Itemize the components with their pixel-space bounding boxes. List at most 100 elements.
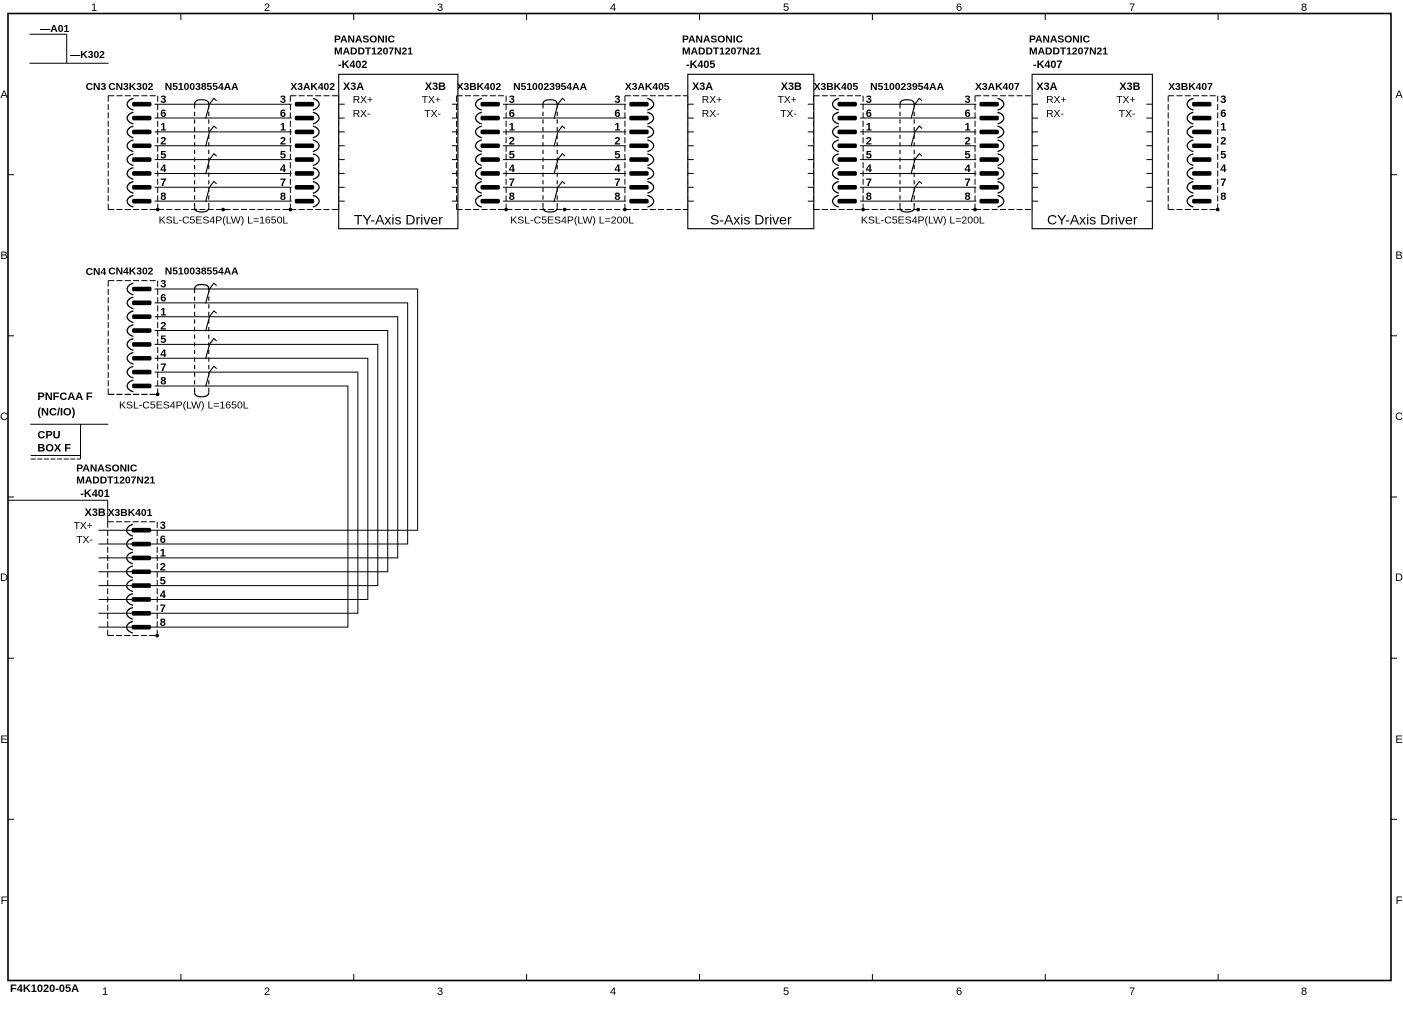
svg-text:TX-: TX- — [424, 109, 441, 120]
svg-text:3: 3 — [437, 986, 443, 998]
svg-text:F4K1020-05A: F4K1020-05A — [10, 983, 79, 995]
svg-text:X3B: X3B — [85, 507, 106, 519]
svg-text:BOX F: BOX F — [37, 442, 71, 454]
svg-text:8: 8 — [1301, 2, 1307, 14]
svg-text:MADDT1207N21: MADDT1207N21 — [334, 46, 413, 57]
svg-text:2: 2 — [264, 986, 270, 998]
svg-text:7: 7 — [1129, 986, 1135, 998]
svg-text:RX-: RX- — [702, 109, 720, 120]
svg-text:D: D — [0, 572, 8, 584]
svg-text:TX-: TX- — [780, 109, 797, 120]
svg-text:3: 3 — [437, 2, 443, 14]
svg-text:A: A — [0, 89, 8, 101]
svg-text:7: 7 — [160, 603, 166, 615]
svg-text:F: F — [1, 895, 8, 907]
svg-text:2: 2 — [264, 2, 270, 14]
svg-text:4: 4 — [1220, 163, 1227, 175]
svg-text:X3B: X3B — [425, 81, 446, 93]
svg-text:B: B — [0, 250, 7, 262]
svg-text:TX+: TX+ — [1116, 95, 1135, 106]
svg-text:X3B: X3B — [1119, 81, 1140, 93]
svg-text:-K401: -K401 — [80, 488, 109, 500]
svg-text:RX-: RX- — [353, 109, 371, 120]
svg-text:X3A: X3A — [1036, 81, 1057, 93]
svg-text:CN3K302: CN3K302 — [108, 82, 153, 93]
svg-text:C: C — [1395, 411, 1403, 423]
svg-text:8: 8 — [160, 617, 166, 629]
svg-text:X3BK402: X3BK402 — [457, 82, 502, 93]
svg-text:B: B — [1395, 250, 1402, 262]
svg-text:RX-: RX- — [1046, 109, 1064, 120]
svg-text:PANASONIC: PANASONIC — [1029, 34, 1091, 45]
svg-text:N510038554AA: N510038554AA — [165, 267, 239, 278]
svg-text:MADDT1207N21: MADDT1207N21 — [682, 46, 761, 57]
svg-text:3: 3 — [1220, 94, 1226, 106]
svg-text:7: 7 — [1220, 177, 1226, 189]
svg-text:X3BK401: X3BK401 — [108, 508, 153, 519]
svg-text:CN4K302: CN4K302 — [108, 267, 153, 278]
svg-text:TX+: TX+ — [422, 95, 441, 106]
svg-text:X3AK405: X3AK405 — [625, 82, 670, 93]
svg-text:N510023954AA: N510023954AA — [870, 82, 944, 93]
svg-text:RX+: RX+ — [702, 95, 722, 106]
svg-text:-K402: -K402 — [338, 59, 367, 71]
svg-text:5: 5 — [783, 986, 789, 998]
svg-text:F: F — [1396, 895, 1403, 907]
svg-text:PNFCAA F: PNFCAA F — [37, 391, 92, 403]
svg-text:(NC/IO): (NC/IO) — [37, 406, 75, 418]
svg-text:4: 4 — [610, 2, 616, 14]
svg-text:6: 6 — [956, 986, 962, 998]
svg-text:TX-: TX- — [76, 535, 93, 546]
svg-text:8: 8 — [1301, 986, 1307, 998]
svg-text:RX+: RX+ — [1046, 95, 1066, 106]
svg-text:—K302: —K302 — [70, 50, 105, 61]
svg-text:X3B: X3B — [781, 81, 802, 93]
svg-text:TY-Axis Driver: TY-Axis Driver — [354, 211, 443, 227]
svg-text:X3A: X3A — [692, 81, 713, 93]
svg-text:CN3: CN3 — [86, 82, 107, 93]
svg-text:CY-Axis Driver: CY-Axis Driver — [1047, 211, 1138, 227]
svg-text:E: E — [0, 734, 7, 746]
svg-text:TX-: TX- — [1119, 109, 1136, 120]
svg-text:N510038554AA: N510038554AA — [165, 82, 239, 93]
svg-text:2: 2 — [160, 561, 166, 573]
svg-text:PANASONIC: PANASONIC — [682, 34, 744, 45]
svg-text:RX+: RX+ — [353, 95, 373, 106]
svg-text:E: E — [1395, 734, 1402, 746]
svg-text:C: C — [0, 411, 8, 423]
svg-text:TX+: TX+ — [74, 521, 93, 532]
svg-text:-K405: -K405 — [686, 59, 715, 71]
svg-text:6: 6 — [160, 534, 166, 546]
svg-text:3: 3 — [160, 520, 166, 532]
svg-text:X3AK407: X3AK407 — [975, 82, 1020, 93]
svg-text:1: 1 — [160, 548, 166, 560]
svg-text:5: 5 — [160, 575, 166, 587]
svg-text:PANASONIC: PANASONIC — [76, 463, 138, 474]
svg-text:PANASONIC: PANASONIC — [334, 34, 396, 45]
svg-text:1: 1 — [1220, 122, 1226, 134]
svg-text:6: 6 — [1220, 108, 1226, 120]
svg-text:KSL-C5ES4P(LW) L=1650L: KSL-C5ES4P(LW) L=1650L — [159, 215, 289, 227]
svg-text:MADDT1207N21: MADDT1207N21 — [1029, 46, 1108, 57]
svg-text:D: D — [1395, 572, 1403, 584]
svg-text:5: 5 — [1220, 149, 1226, 161]
svg-text:S-Axis Driver: S-Axis Driver — [710, 211, 792, 227]
svg-text:-K407: -K407 — [1033, 59, 1062, 71]
svg-text:7: 7 — [1129, 2, 1135, 14]
svg-text:X3BK405: X3BK405 — [814, 82, 859, 93]
svg-text:KSL-C5ES4P(LW) L=200L: KSL-C5ES4P(LW) L=200L — [510, 215, 634, 227]
svg-text:1: 1 — [102, 986, 108, 998]
svg-text:—A01: —A01 — [40, 24, 69, 35]
svg-text:CPU: CPU — [37, 430, 60, 442]
svg-text:CN4: CN4 — [86, 267, 107, 278]
svg-text:5: 5 — [783, 2, 789, 14]
svg-text:N510023954AA: N510023954AA — [513, 82, 587, 93]
svg-text:X3BK407: X3BK407 — [1168, 82, 1213, 93]
svg-text:KSL-C5ES4P(LW) L=1650L: KSL-C5ES4P(LW) L=1650L — [119, 399, 249, 411]
svg-text:1: 1 — [91, 2, 97, 14]
svg-text:4: 4 — [160, 589, 167, 601]
svg-text:KSL-C5ES4P(LW) L=200L: KSL-C5ES4P(LW) L=200L — [861, 215, 985, 227]
svg-text:8: 8 — [1220, 191, 1226, 203]
svg-text:A: A — [1395, 89, 1403, 101]
svg-text:X3A: X3A — [343, 81, 364, 93]
